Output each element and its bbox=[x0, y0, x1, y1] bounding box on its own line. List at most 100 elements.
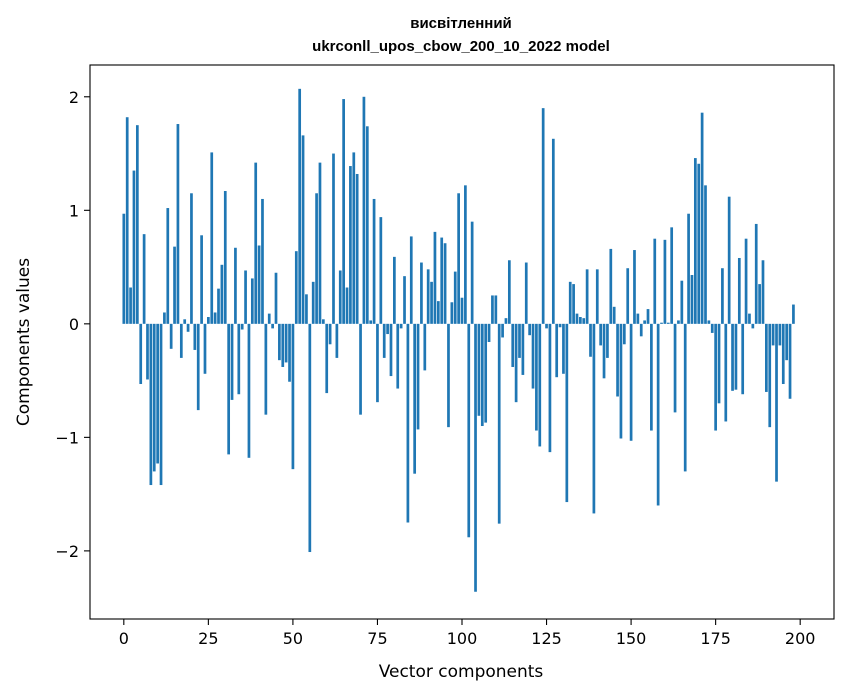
plot-frame bbox=[89, 64, 835, 620]
bar-component-59 bbox=[321, 319, 325, 324]
bar-component-34 bbox=[237, 323, 241, 395]
chart-title-line-1: висвітленний bbox=[410, 15, 512, 32]
bar-component-13 bbox=[166, 208, 170, 324]
y-axis-ticks: −2 −1 0 1 2 bbox=[55, 88, 90, 561]
bar-component-50 bbox=[291, 323, 295, 470]
bar-component-124 bbox=[541, 108, 545, 324]
bar-component-27 bbox=[213, 312, 217, 324]
bar-component-43 bbox=[267, 313, 271, 324]
bar-component-135 bbox=[579, 317, 582, 324]
bar-component-81 bbox=[396, 323, 400, 389]
bar-component-164 bbox=[677, 320, 680, 324]
bar-component-92 bbox=[433, 231, 437, 324]
bar-component-198 bbox=[792, 304, 795, 324]
bar-component-172 bbox=[704, 185, 707, 324]
bar-component-122 bbox=[535, 323, 538, 431]
bar-component-10 bbox=[156, 323, 159, 464]
bar-component-179 bbox=[727, 196, 731, 324]
bar-component-51 bbox=[294, 251, 298, 324]
bar-component-193 bbox=[775, 323, 778, 482]
bar-component-192 bbox=[771, 323, 775, 346]
bar-component-142 bbox=[602, 323, 606, 379]
bar-component-76 bbox=[379, 217, 383, 324]
bar-component-93 bbox=[436, 301, 440, 324]
bar-component-113 bbox=[504, 318, 508, 324]
bar-component-102 bbox=[467, 323, 471, 538]
bar-component-187 bbox=[754, 223, 758, 324]
bar-component-25 bbox=[207, 317, 210, 324]
bar-component-14 bbox=[169, 323, 173, 349]
bar-component-55 bbox=[308, 323, 312, 553]
bar-component-158 bbox=[656, 323, 660, 506]
y-tick-label: −1 bbox=[55, 428, 79, 447]
bar-component-15 bbox=[173, 246, 176, 324]
bar-component-6 bbox=[142, 234, 146, 324]
bars-group bbox=[122, 88, 795, 592]
bar-component-78 bbox=[386, 323, 389, 335]
bar-component-190 bbox=[765, 323, 768, 392]
bar-component-1 bbox=[125, 117, 129, 324]
bar-component-7 bbox=[146, 323, 149, 380]
bar-component-162 bbox=[670, 227, 674, 324]
bar-component-68 bbox=[352, 152, 356, 324]
bar-component-140 bbox=[595, 269, 599, 324]
bar-component-155 bbox=[646, 309, 650, 324]
bar-component-195 bbox=[781, 323, 785, 385]
bar-component-144 bbox=[609, 248, 613, 324]
bar-component-83 bbox=[403, 276, 406, 324]
bar-component-180 bbox=[731, 323, 734, 391]
bar-component-161 bbox=[666, 322, 670, 324]
bar-component-56 bbox=[311, 281, 315, 324]
bar-component-181 bbox=[734, 323, 738, 390]
bar-component-52 bbox=[298, 88, 302, 324]
bar-component-61 bbox=[328, 323, 332, 345]
bar-component-197 bbox=[788, 323, 792, 399]
bar-component-186 bbox=[751, 323, 755, 329]
bar-component-191 bbox=[768, 323, 772, 428]
y-tick-label: 2 bbox=[69, 88, 79, 107]
bar-component-104 bbox=[474, 323, 477, 592]
bar-component-64 bbox=[338, 270, 342, 324]
bar-component-5 bbox=[139, 323, 143, 385]
bar-component-46 bbox=[278, 323, 281, 361]
x-tick-label: 0 bbox=[119, 629, 129, 648]
bar-component-37 bbox=[247, 323, 251, 458]
bar-component-85 bbox=[409, 236, 413, 324]
bar-component-149 bbox=[626, 268, 630, 324]
bar-component-89 bbox=[423, 323, 427, 371]
x-tick-label: 50 bbox=[283, 629, 303, 648]
bar-component-47 bbox=[281, 323, 285, 367]
bar-component-71 bbox=[362, 96, 366, 324]
bar-component-29 bbox=[220, 264, 224, 324]
bar-component-87 bbox=[416, 323, 420, 430]
bar-component-151 bbox=[633, 250, 636, 324]
bar-component-33 bbox=[234, 247, 237, 324]
bar-component-48 bbox=[284, 323, 288, 363]
bar-component-110 bbox=[494, 295, 498, 324]
bar-component-28 bbox=[217, 288, 220, 324]
x-tick-label: 100 bbox=[447, 629, 478, 648]
bar-component-196 bbox=[785, 323, 789, 361]
bar-component-0 bbox=[122, 213, 126, 324]
bar-component-105 bbox=[477, 323, 481, 416]
bar-component-115 bbox=[511, 323, 515, 367]
bar-component-128 bbox=[555, 323, 559, 378]
bar-component-184 bbox=[744, 238, 748, 324]
bar-component-119 bbox=[524, 262, 528, 324]
bar-component-130 bbox=[562, 323, 565, 374]
bar-component-11 bbox=[159, 323, 163, 486]
bar-component-8 bbox=[149, 323, 153, 486]
bar-component-182 bbox=[737, 257, 741, 324]
bar-component-107 bbox=[484, 323, 488, 423]
bar-component-73 bbox=[369, 320, 373, 324]
x-tick-label: 200 bbox=[785, 629, 816, 648]
bar-component-133 bbox=[572, 284, 575, 324]
bar-component-137 bbox=[585, 269, 589, 324]
bar-component-79 bbox=[389, 323, 393, 377]
bar-component-109 bbox=[491, 295, 494, 324]
bar-component-169 bbox=[693, 158, 697, 324]
bar-component-62 bbox=[332, 153, 335, 324]
bar-component-63 bbox=[335, 323, 339, 358]
x-tick-label: 75 bbox=[367, 629, 387, 648]
